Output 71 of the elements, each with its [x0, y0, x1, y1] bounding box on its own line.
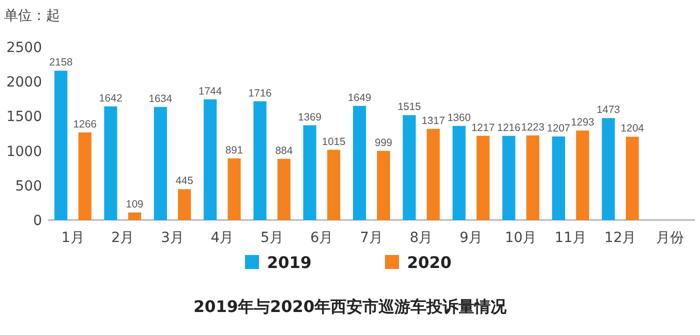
bar	[204, 99, 217, 220]
legend-label: 2020	[407, 253, 452, 272]
bar	[526, 135, 540, 220]
y-tick-label: 1500	[6, 109, 42, 126]
bar	[277, 158, 290, 220]
data-label: 1716	[248, 87, 272, 100]
y-tick-label: 2000	[6, 74, 42, 91]
bar	[576, 130, 590, 220]
y-tick-label: 0	[33, 213, 42, 229]
x-tick-label: 4月	[210, 230, 234, 246]
bar	[253, 101, 266, 220]
bar	[353, 106, 366, 220]
data-label: 1642	[98, 92, 122, 104]
bar	[452, 126, 466, 220]
x-tick-label: 9月	[460, 230, 482, 246]
bar	[303, 125, 316, 220]
data-label: 1369	[298, 111, 322, 124]
x-tick-label: 1月	[61, 230, 84, 246]
data-label: 1207	[546, 122, 570, 134]
data-label: 1293	[570, 116, 594, 129]
data-label: 1217	[471, 122, 495, 134]
bar	[377, 150, 390, 220]
text: 2019年与2020年西安市巡游车投诉量情况	[193, 297, 508, 316]
bar	[602, 118, 615, 220]
bar	[402, 115, 416, 220]
bar	[104, 106, 118, 220]
bar	[552, 136, 566, 220]
data-label: 1216	[497, 122, 521, 134]
bar	[178, 189, 191, 220]
bar	[54, 70, 68, 220]
bar	[128, 212, 142, 220]
data-label: 1634	[148, 92, 172, 105]
bar	[154, 106, 167, 220]
data-label: 2158	[49, 56, 73, 69]
y-axis-title: 单位：起	[4, 8, 60, 24]
x-tick-label: 11月	[554, 230, 586, 246]
data-label: 1473	[596, 104, 620, 116]
x-tick-label: 2月	[111, 230, 134, 246]
bar	[626, 136, 639, 220]
data-label: 109	[126, 198, 144, 210]
data-label: 1223	[521, 121, 545, 134]
data-label: 1015	[322, 136, 346, 148]
data-label: 1360	[447, 112, 471, 124]
x-tick-label: 10月	[504, 230, 537, 246]
data-label: 1266	[73, 118, 97, 130]
bar	[476, 136, 490, 220]
data-label: 1744	[198, 85, 222, 98]
x-tick-label: 3月	[160, 230, 184, 246]
data-label: 1515	[398, 101, 422, 114]
x-tick-label: 12月	[604, 230, 636, 246]
bar	[228, 158, 241, 220]
y-tick-label: 500	[15, 178, 42, 194]
x-tick-label: 8月	[410, 230, 433, 246]
bar	[327, 150, 340, 220]
x-tick-label: 5月	[260, 230, 284, 246]
y-tick-label: 1000	[6, 144, 42, 160]
data-label: 1649	[348, 92, 372, 104]
data-label: 1317	[422, 114, 446, 127]
x-tick-label: 6月	[310, 230, 334, 246]
bar	[502, 136, 516, 220]
data-label: 999	[374, 136, 392, 149]
legend-label: 2019	[267, 253, 312, 272]
x-axis-title: 月份	[656, 230, 684, 246]
bar	[426, 128, 440, 220]
bar	[78, 132, 92, 220]
y-tick-label: 2500	[6, 40, 42, 56]
data-label: 1204	[620, 122, 644, 135]
x-tick-label: 7月	[360, 230, 383, 246]
data-label: 891	[225, 144, 244, 156]
data-label: 884	[275, 144, 293, 157]
data-label: 445	[176, 175, 194, 188]
